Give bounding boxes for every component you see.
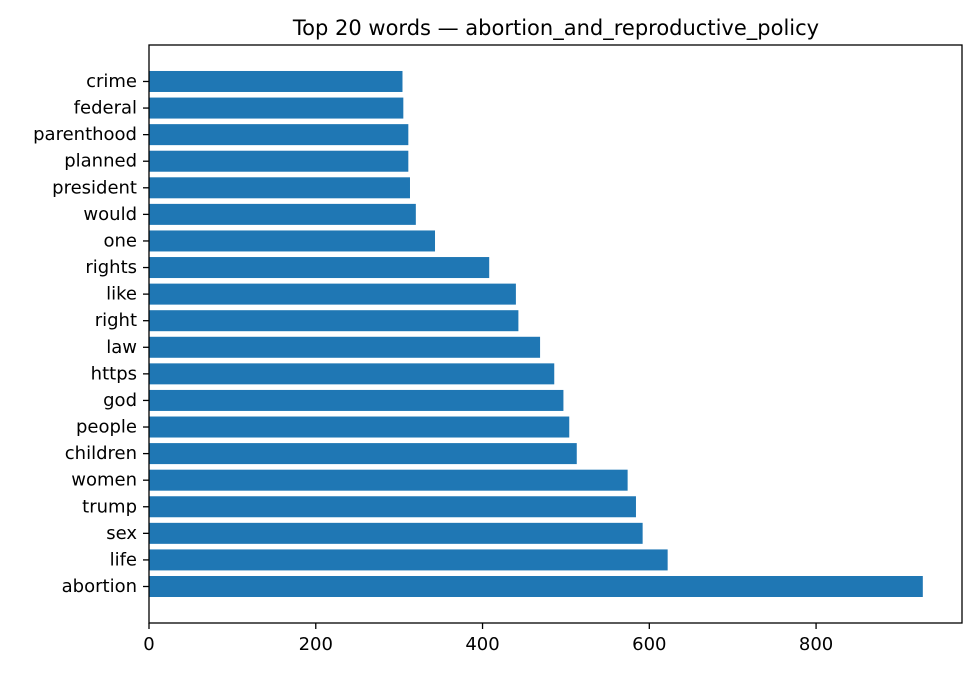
chart-title: Top 20 words — abortion_and_reproductive…: [292, 16, 819, 41]
x-tick-label: 800: [799, 634, 833, 655]
y-tick-label: planned: [64, 151, 137, 172]
x-tick-label: 400: [465, 634, 499, 655]
bar-planned: [149, 150, 409, 172]
x-axis-ticks: 0 200 400 600 800: [143, 623, 833, 655]
bar-god: [149, 389, 564, 411]
bar-one: [149, 230, 436, 252]
y-tick-label: one: [104, 230, 138, 251]
plot-frame: [148, 44, 963, 624]
bar-children: [149, 443, 577, 465]
y-tick-label: sex: [106, 523, 137, 544]
y-tick-label: children: [65, 443, 137, 464]
x-tick-label: 600: [632, 634, 666, 655]
y-tick-label: like: [106, 284, 137, 305]
bar-https: [149, 363, 555, 385]
y-tick-label: https: [91, 363, 137, 384]
bar-would: [149, 203, 416, 225]
y-tick-label: law: [106, 337, 137, 358]
y-tick-label: abortion: [62, 576, 137, 597]
bars-group: [149, 70, 923, 597]
bar-life: [149, 549, 668, 571]
y-tick-label: parenthood: [33, 124, 137, 145]
bar-law: [149, 336, 541, 358]
x-tick-label: 200: [299, 634, 333, 655]
bar-rights: [149, 257, 490, 279]
bar-federal: [149, 97, 404, 119]
y-tick-label: federal: [74, 98, 137, 119]
bar-right: [149, 310, 519, 332]
bar-trump: [149, 496, 636, 518]
bar-sex: [149, 522, 643, 544]
y-tick-label: god: [103, 390, 137, 411]
bar-abortion: [149, 576, 923, 597]
y-tick-label: women: [71, 470, 137, 491]
bar-president: [149, 177, 410, 199]
y-tick-label: crime: [86, 71, 137, 92]
bar-parenthood: [149, 124, 409, 146]
y-tick-label: rights: [85, 257, 137, 278]
y-tick-label: would: [83, 204, 137, 225]
bar-crime: [149, 70, 403, 92]
bar-women: [149, 469, 628, 491]
y-axis-ticks: abortion life sex trump women children people g…: [33, 71, 149, 597]
y-tick-label: president: [52, 177, 137, 198]
y-tick-label: trump: [82, 496, 137, 517]
x-tick-label: 0: [143, 634, 154, 655]
y-tick-label: people: [76, 417, 137, 438]
bar-like: [149, 283, 516, 305]
y-tick-label: life: [110, 549, 137, 570]
bar-people: [149, 416, 570, 438]
y-tick-label: right: [95, 310, 137, 331]
